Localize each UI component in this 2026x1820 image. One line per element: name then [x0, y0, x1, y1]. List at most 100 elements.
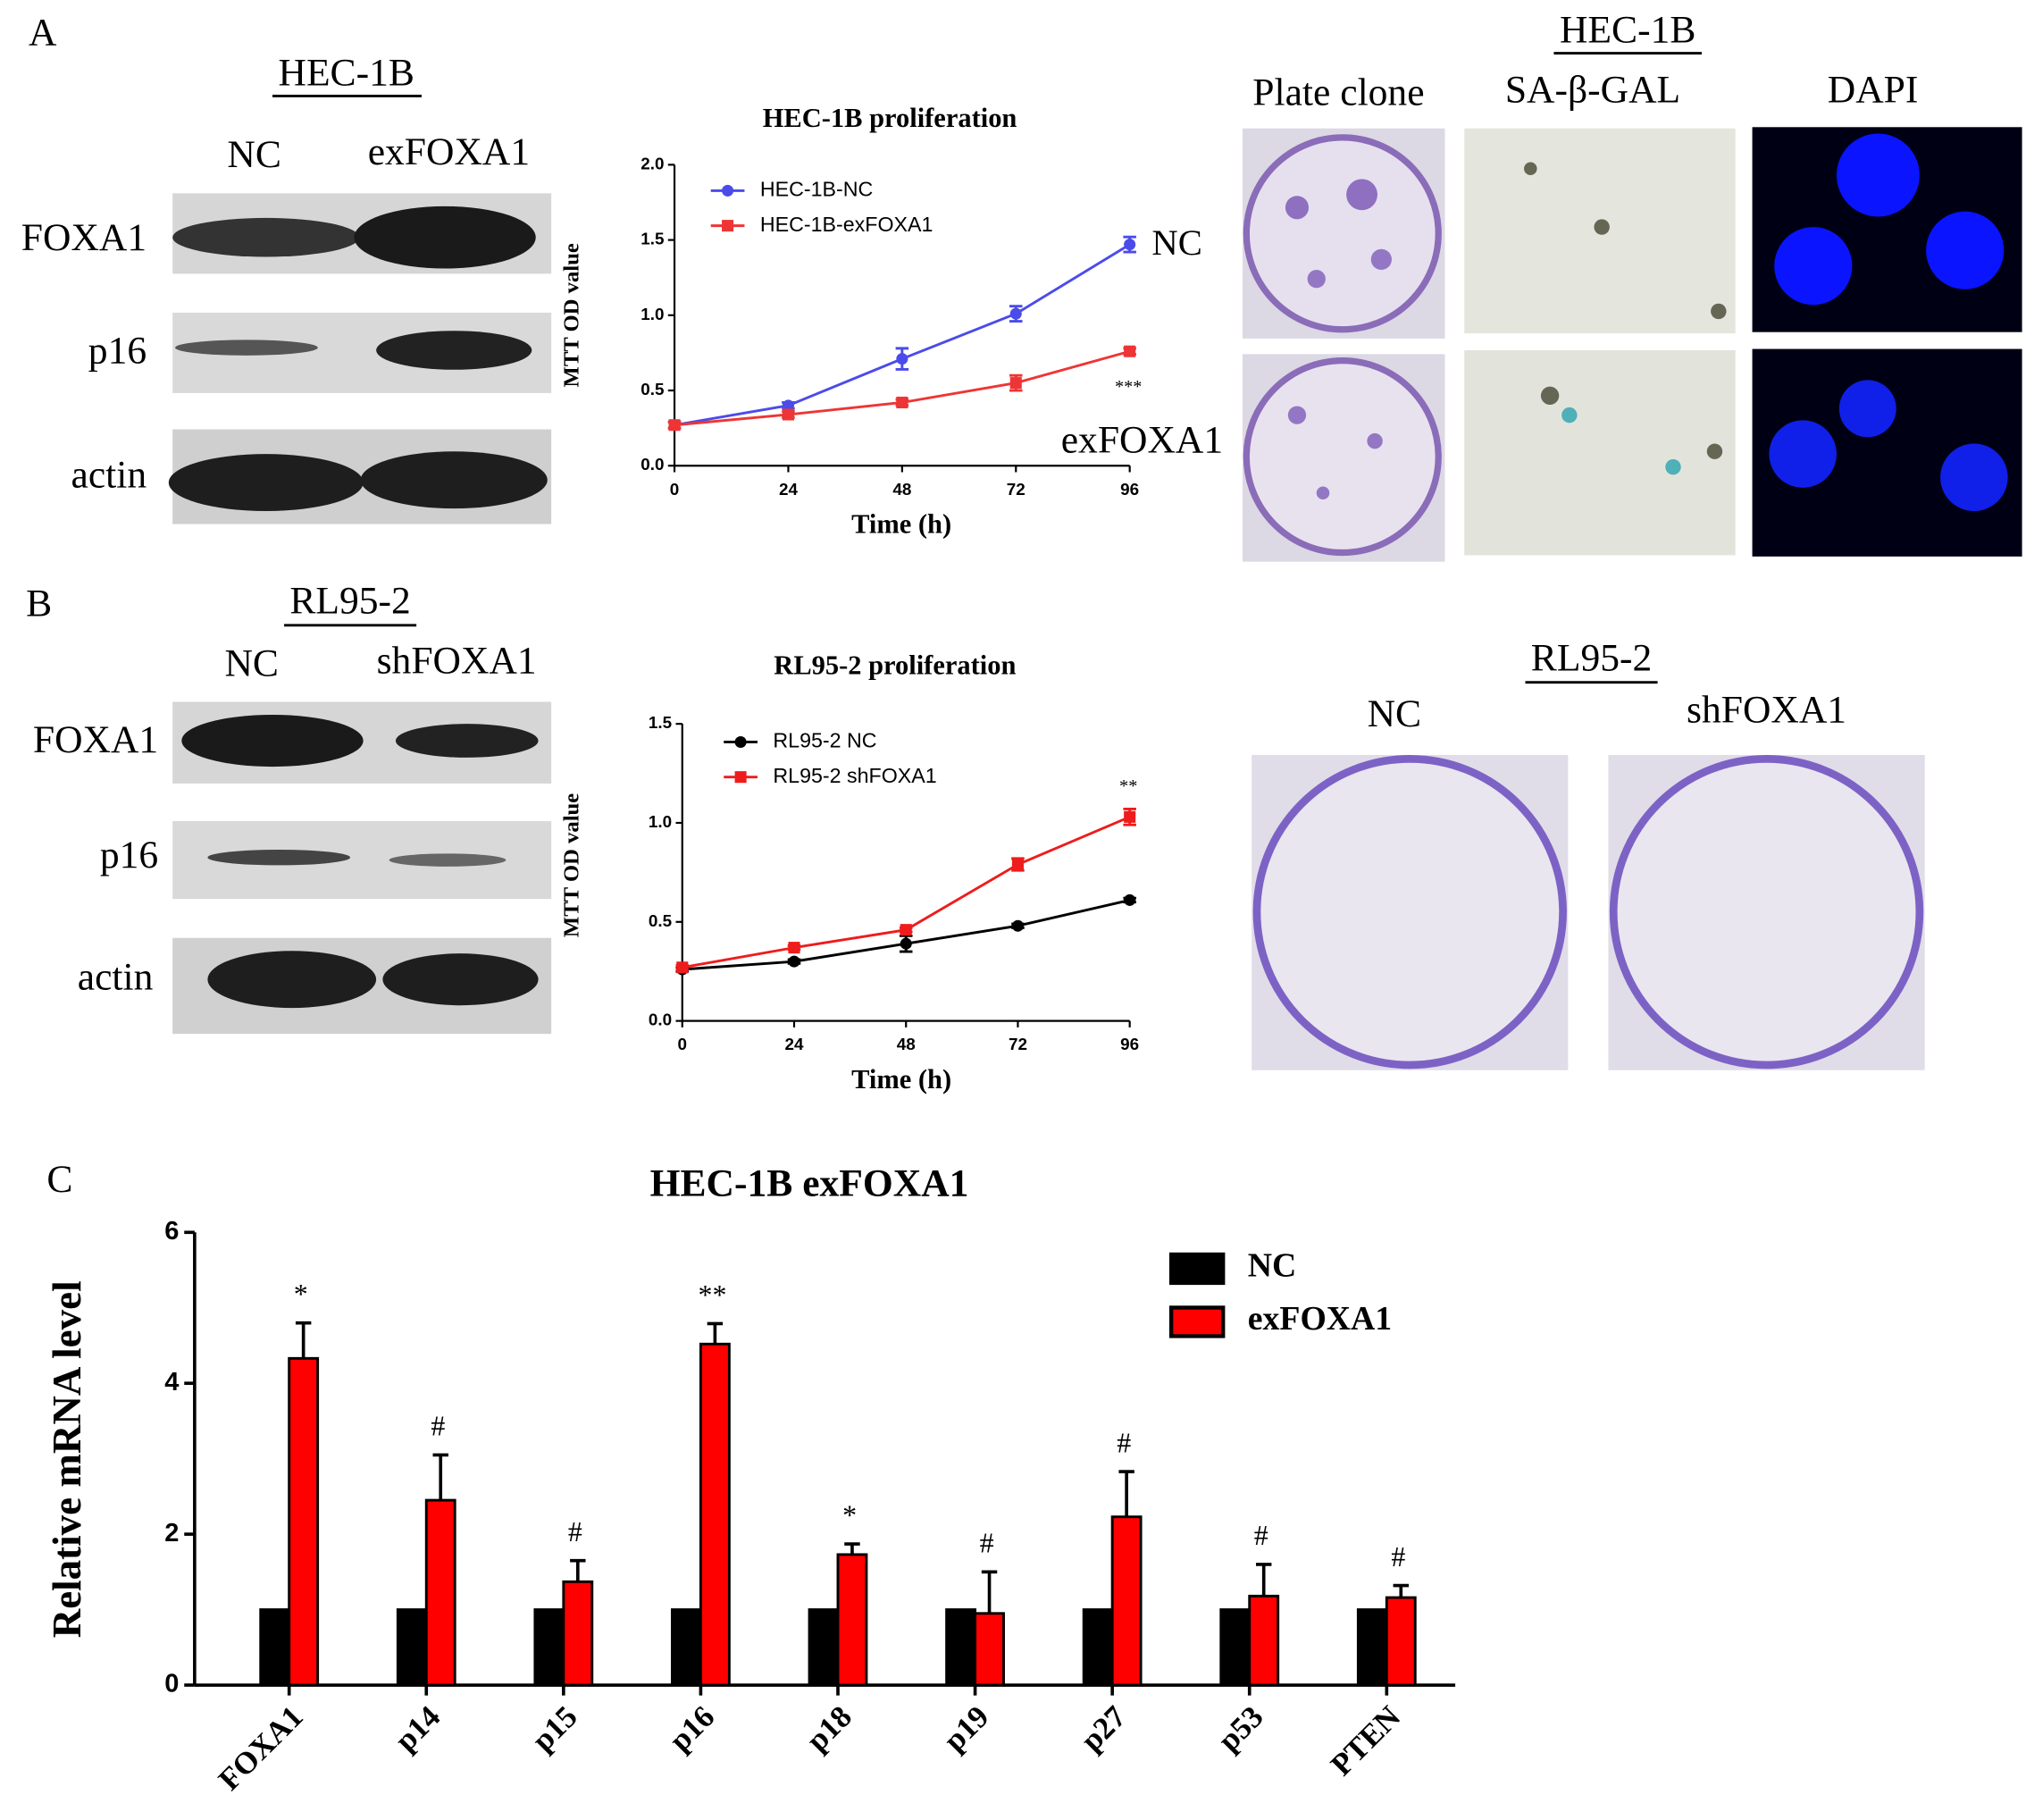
panel-label: C	[46, 1158, 72, 1201]
marker	[1124, 810, 1136, 823]
annotation: exFOXA1	[1061, 419, 1223, 462]
legend-label: NC	[1248, 1247, 1297, 1285]
cell	[1561, 407, 1578, 424]
band	[395, 724, 539, 758]
nucleus	[1769, 420, 1837, 488]
significance-label: #	[1117, 1427, 1131, 1458]
y-tick-label: 0.5	[640, 380, 664, 398]
error-bar	[295, 1321, 312, 1359]
legend-marker	[722, 220, 734, 232]
plate	[1243, 356, 1442, 557]
error-bar	[707, 1321, 724, 1345]
blot-b: RL95-2 NC shFOXA1 FOXA1 p16 actin	[33, 580, 552, 1035]
band	[181, 714, 364, 767]
cell	[1711, 303, 1727, 320]
row-label: FOXA1	[21, 216, 147, 259]
marker	[1009, 377, 1022, 390]
y-tick-label: 2	[164, 1519, 179, 1547]
marker	[782, 399, 794, 412]
annotation: **	[1119, 776, 1137, 796]
nucleus	[1940, 443, 2008, 512]
marker	[900, 924, 912, 936]
chart-title: HEC-1B exFOXA1	[650, 1162, 969, 1204]
y-tick-label: 0.0	[649, 1011, 672, 1029]
legend-marker	[734, 735, 747, 749]
x-axis-label: Time (h)	[851, 1064, 951, 1095]
image-column-label: DAPI	[1828, 69, 1919, 112]
panel-label: A	[29, 12, 57, 55]
bar	[533, 1608, 565, 1687]
y-tick-label: 0.0	[640, 455, 664, 474]
cell	[1524, 162, 1537, 176]
bar	[945, 1608, 977, 1687]
bar	[808, 1608, 840, 1687]
row-label: FOXA1	[33, 718, 158, 761]
significance-label: #	[1391, 1541, 1405, 1573]
marker	[1124, 345, 1136, 357]
marker	[668, 419, 681, 432]
y-tick-label: 1.5	[640, 230, 664, 248]
bar	[1248, 1594, 1280, 1687]
error-bar	[1255, 1563, 1272, 1597]
cell	[1594, 219, 1610, 235]
lane-label: NC	[224, 642, 279, 684]
band	[360, 451, 548, 509]
annotation: ***	[1115, 377, 1142, 397]
y-tick-label: 1.5	[649, 713, 672, 732]
band	[175, 340, 318, 356]
bar	[259, 1608, 291, 1687]
bar	[288, 1356, 320, 1687]
legend-label: RL95-2 shFOXA1	[773, 764, 936, 787]
legend-swatch	[1168, 1305, 1226, 1338]
plate	[1252, 754, 1567, 1069]
colony	[1367, 432, 1383, 449]
legend-label: RL95-2 NC	[773, 729, 876, 752]
x-tick-label: 24	[779, 480, 798, 499]
marker	[1009, 307, 1022, 320]
marker	[788, 955, 800, 968]
y-tick-label: 6	[164, 1217, 179, 1245]
error-bar	[1118, 1470, 1134, 1517]
nucleus	[1926, 211, 2005, 289]
marker	[896, 353, 908, 365]
line-chart: RL95-2 proliferation Time (h) MTT OD value…	[559, 650, 1139, 1095]
row-label: p16	[100, 834, 158, 876]
row-label: actin	[78, 956, 154, 999]
plate	[1609, 754, 1924, 1069]
plates-b: RL95-2 NC shFOXA1	[1252, 636, 1925, 1070]
legend-swatch	[1168, 1252, 1226, 1286]
image-column-label: SA-β-GAL	[1505, 69, 1680, 112]
significance-label: **	[699, 1279, 727, 1311]
nucleus	[1774, 227, 1853, 306]
chart-title: HEC-1B proliferation	[763, 103, 1017, 133]
error-bar	[844, 1542, 860, 1555]
band	[382, 953, 539, 1006]
cell	[1706, 443, 1723, 459]
band	[376, 331, 532, 370]
significance-label: *	[842, 1499, 857, 1531]
y-axis-label: Relative mRNA level	[45, 1280, 89, 1638]
y-tick-label: 0	[164, 1670, 179, 1698]
bar	[562, 1580, 594, 1687]
error-bar	[981, 1570, 998, 1614]
cell	[1540, 386, 1560, 405]
band	[172, 217, 360, 257]
colony	[1287, 406, 1307, 424]
y-axis-label: MTT OD value	[559, 793, 583, 937]
bar	[1110, 1515, 1143, 1687]
nucleus	[1836, 133, 1920, 217]
legend-marker	[722, 184, 734, 197]
bar	[671, 1608, 702, 1687]
x-tick-label: 96	[1120, 1035, 1139, 1053]
panel-label: B	[26, 582, 52, 625]
colony	[1346, 179, 1377, 211]
error-bar	[570, 1558, 586, 1582]
bar	[1385, 1596, 1417, 1687]
band	[207, 951, 377, 1009]
significance-label: #	[431, 1411, 445, 1442]
bar	[699, 1342, 731, 1687]
legend-label: HEC-1B-exFOXA1	[760, 213, 933, 236]
bar	[1082, 1608, 1114, 1687]
bar	[974, 1612, 1005, 1687]
